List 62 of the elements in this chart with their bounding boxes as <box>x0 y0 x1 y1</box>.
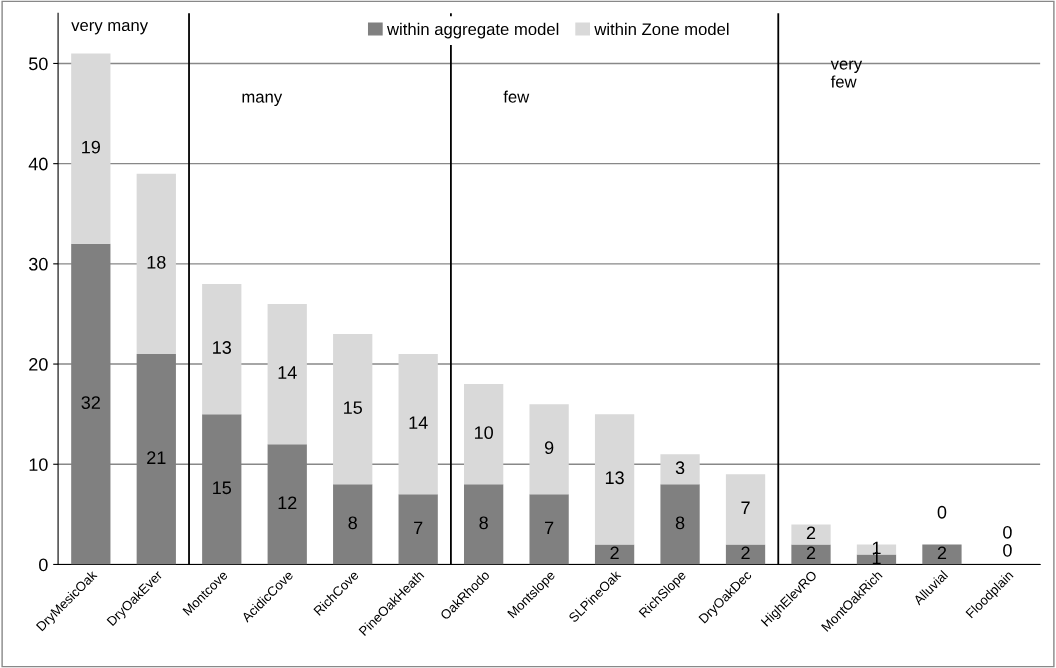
y-tick-label: 30 <box>28 257 48 271</box>
data-label: 2 <box>806 546 816 560</box>
annotation: very few <box>830 60 863 88</box>
y-tick-label: 10 <box>29 458 48 471</box>
bar <box>856 554 897 565</box>
data-label: 14 <box>278 366 297 379</box>
bar <box>660 454 700 485</box>
data-label: 2 <box>610 546 619 560</box>
data-label: 0 <box>937 505 947 519</box>
bar <box>725 474 766 545</box>
data-label: 13 <box>213 341 232 354</box>
bar <box>333 484 373 565</box>
bar <box>267 303 307 445</box>
data-label: 0 <box>1003 525 1012 539</box>
bar <box>398 354 438 495</box>
legend-label: within aggregate model <box>386 22 559 39</box>
data-label: 2 <box>806 526 816 540</box>
data-label: 7 <box>414 521 423 535</box>
data-label: 14 <box>409 416 428 429</box>
bar <box>791 544 831 565</box>
bar <box>791 524 831 545</box>
data-label: 7 <box>741 501 750 515</box>
bar <box>333 334 373 485</box>
data-label: 3 <box>675 461 685 475</box>
data-label: 8 <box>479 516 488 530</box>
bar <box>922 544 962 565</box>
data-label: 0 <box>1003 543 1012 557</box>
data-label: 18 <box>147 255 166 269</box>
bar <box>660 484 700 565</box>
annotation: few <box>503 90 530 103</box>
bar <box>71 53 111 244</box>
data-label: 8 <box>675 516 685 530</box>
bar <box>398 494 438 565</box>
bar <box>202 283 242 415</box>
y-tick-label: 0 <box>39 558 48 572</box>
y-tick-label: 40 <box>28 157 48 171</box>
data-label: 7 <box>545 521 554 535</box>
bar <box>136 173 176 355</box>
annotation: very many <box>71 21 149 35</box>
data-label: 15 <box>213 481 232 495</box>
bar <box>594 414 635 545</box>
data-label: 15 <box>344 401 362 414</box>
annotation: many <box>242 93 283 107</box>
data-label: 2 <box>937 546 947 560</box>
data-label: 21 <box>147 451 166 464</box>
data-label: 19 <box>82 140 100 154</box>
legend-label: within Zone model <box>594 22 729 36</box>
y-tick-label: 20 <box>29 357 48 371</box>
y-tick-label: 50 <box>29 57 48 71</box>
data-label: 13 <box>605 471 624 485</box>
data-label: 32 <box>81 396 100 409</box>
bar <box>464 384 504 485</box>
data-label: 10 <box>474 426 493 440</box>
data-label: 2 <box>741 546 750 560</box>
bar <box>464 484 504 565</box>
bar <box>529 494 569 565</box>
bar <box>529 404 569 495</box>
bar <box>594 544 635 565</box>
data-label: 9 <box>544 441 554 455</box>
data-label: 12 <box>278 496 297 510</box>
data-label: 8 <box>348 516 357 530</box>
bar <box>725 544 766 565</box>
